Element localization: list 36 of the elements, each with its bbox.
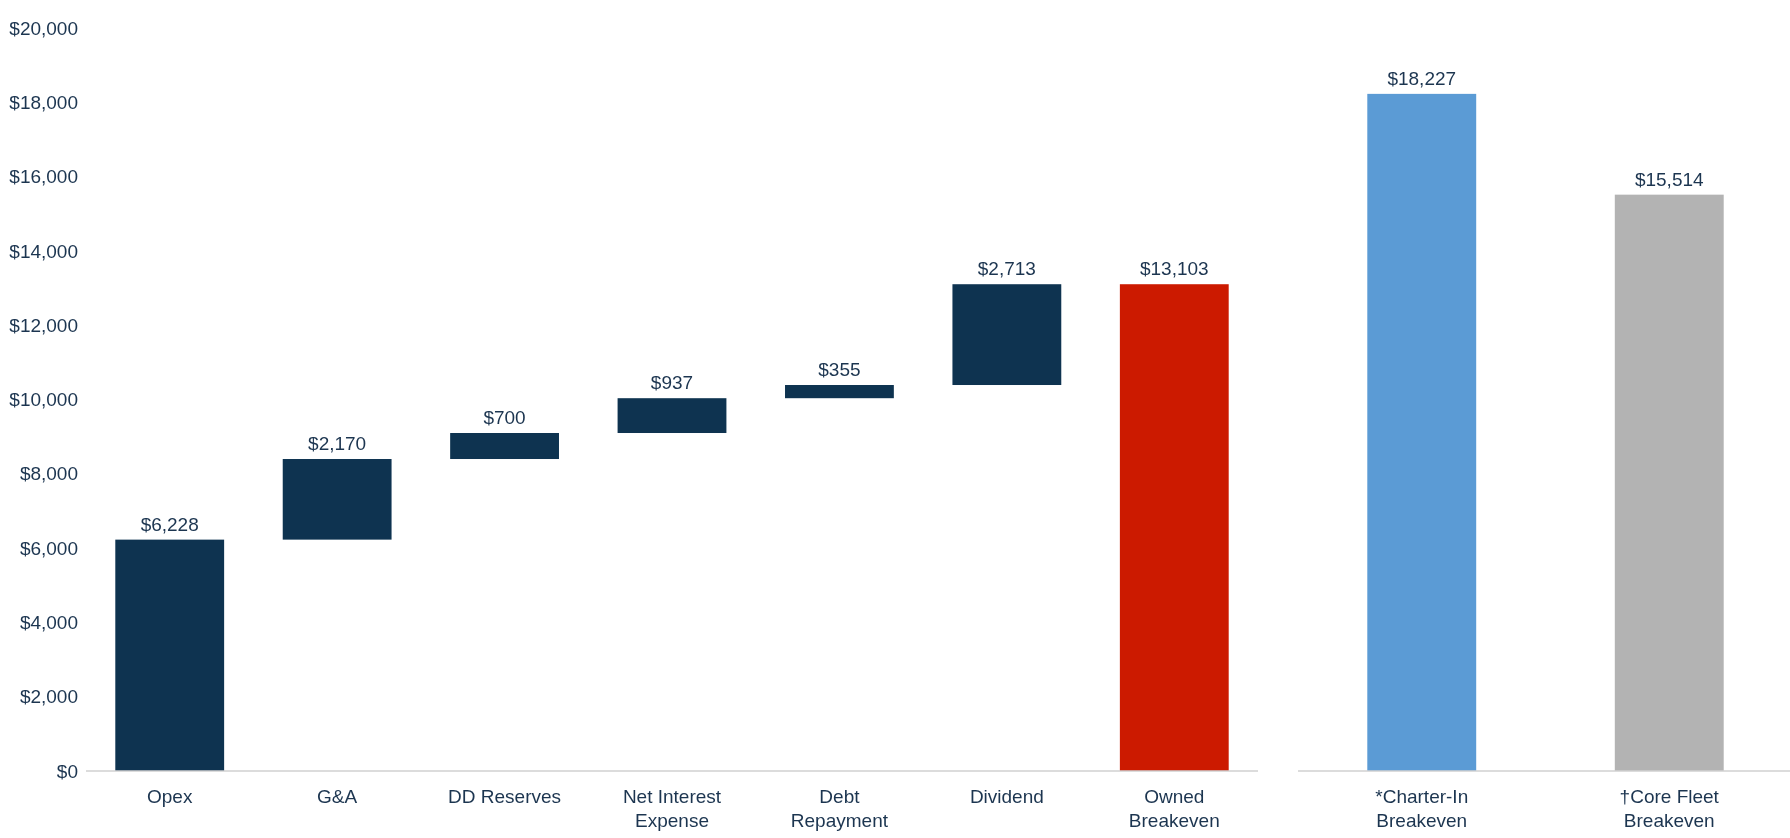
y-tick-label: $14,000: [9, 240, 78, 262]
x-tick-label: *Charter-In Breakeven: [1375, 786, 1469, 831]
y-tick-label: $10,000: [9, 389, 78, 411]
data-label: $700: [483, 407, 526, 429]
x-tick-label: Dividend: [969, 786, 1044, 807]
x-tick-label: Owned Breakeven: [1128, 786, 1220, 831]
bar: [115, 539, 225, 771]
y-tick-label: $20,000: [9, 17, 78, 39]
y-tick-label: $2,000: [19, 686, 78, 708]
bar: [282, 459, 392, 540]
x-tick-label: Net Interest Expense: [622, 786, 722, 831]
x-tick-label: †Core Fleet Breakeven: [1619, 786, 1720, 831]
data-label: $15,514: [1634, 168, 1705, 190]
data-label: $2,713: [977, 258, 1036, 280]
bar: [1119, 284, 1229, 771]
bar: [785, 385, 894, 399]
data-label: $18,227: [1387, 67, 1457, 89]
data-label: $355: [818, 359, 861, 381]
bar: [450, 433, 559, 460]
data-label: $2,170: [308, 433, 367, 455]
y-tick-label: $8,000: [19, 463, 78, 485]
bar: [617, 398, 727, 434]
y-tick-label: $12,000: [9, 314, 78, 336]
x-tick-label: G&A: [317, 786, 358, 807]
data-label: $13,103: [1139, 258, 1209, 280]
data-label: $937: [650, 372, 694, 394]
bar: [952, 284, 1062, 386]
x-tick-label: Debt Repayment: [790, 786, 889, 831]
y-tick-label: $16,000: [9, 166, 78, 188]
y-tick-label: $4,000: [19, 612, 78, 634]
y-tick-label: $0: [56, 760, 78, 782]
x-tick-label: DD Reserves: [448, 786, 562, 807]
y-tick-label: $6,000: [19, 537, 78, 559]
x-tick-label: Opex: [147, 786, 193, 807]
data-label: $6,228: [140, 513, 199, 535]
y-tick-label: $18,000: [9, 91, 78, 113]
